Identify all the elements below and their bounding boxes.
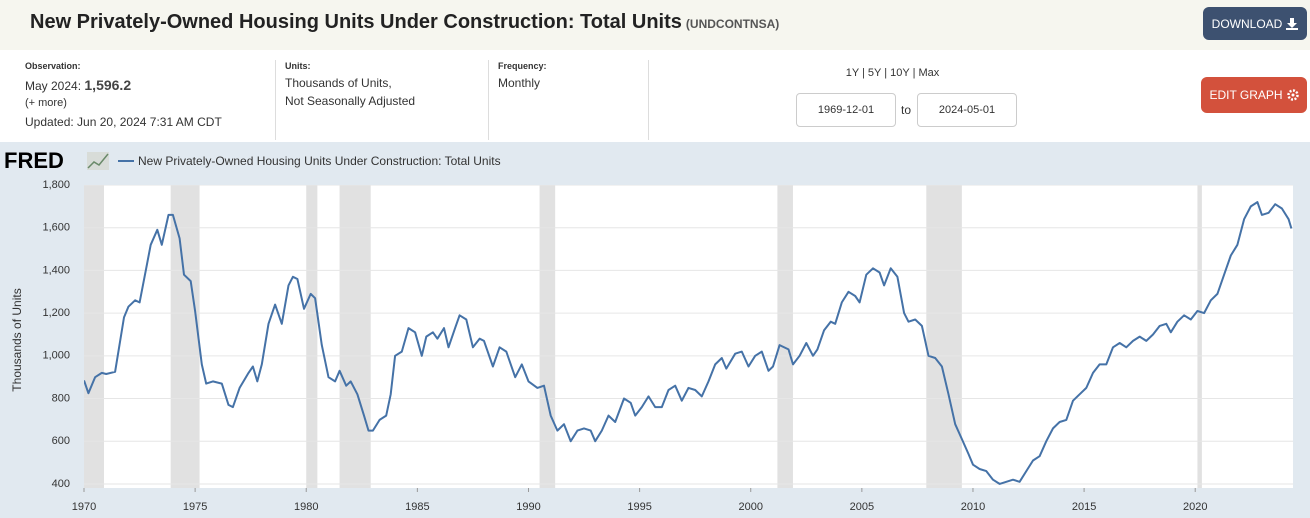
y-tick-label: 600 <box>52 435 70 447</box>
more-link[interactable]: (+ more) <box>25 97 67 109</box>
info-row: Observation: May 2024: 1,596.2 (+ more) … <box>0 50 1310 142</box>
gear-icon <box>1286 89 1299 101</box>
divider <box>488 60 489 140</box>
x-tick-label: 1990 <box>516 501 540 513</box>
x-tick-label: 1970 <box>72 501 96 513</box>
y-tick-label: 1,400 <box>42 264 70 276</box>
recession-band <box>170 185 200 488</box>
observation-value: 1,596.2 <box>84 77 132 93</box>
logo-icon <box>87 152 109 170</box>
divider <box>648 60 649 140</box>
observation-label: Observation: <box>25 61 81 71</box>
download-button[interactable]: DOWNLOAD <box>1203 7 1307 40</box>
series-id: (UNDCONTNSA) <box>685 17 780 31</box>
frequency: Monthly <box>498 76 541 90</box>
observation-date: May 2024: <box>25 79 82 93</box>
y-tick-label: 400 <box>52 478 70 490</box>
y-axis-label: Thousands of Units <box>10 288 24 391</box>
units-line: Not Seasonally Adjusted <box>285 94 416 108</box>
chart: FRED New Privately-Owned Housing Units U… <box>0 142 1310 518</box>
fred-logo: FRED <box>4 148 64 173</box>
title-bar: New Privately-Owned Housing Units Under … <box>0 0 1310 50</box>
edit-graph-button[interactable]: EDIT GRAPH <box>1201 77 1307 113</box>
frequency-label: Frequency: <box>498 61 547 71</box>
y-tick-label: 1,600 <box>42 222 70 234</box>
x-tick-label: 2005 <box>850 501 874 513</box>
recession-band <box>84 185 105 488</box>
x-tick-label: 1985 <box>405 501 429 513</box>
legend-label: New Privately-Owned Housing Units Under … <box>138 154 501 168</box>
recession-band <box>339 185 371 488</box>
recession-band <box>306 185 318 488</box>
to-label: to <box>901 103 912 117</box>
units-label: Units: <box>285 61 311 71</box>
x-tick-label: 1995 <box>627 501 651 513</box>
x-tick-label: 2000 <box>738 501 762 513</box>
series-title: New Privately-Owned Housing Units Under … <box>30 11 779 34</box>
y-tick-label: 1,800 <box>42 179 70 191</box>
recession-band <box>539 185 556 488</box>
recession-band <box>777 185 793 488</box>
download-icon <box>1286 17 1299 30</box>
x-tick-label: 2010 <box>961 501 985 513</box>
title-text: New Privately-Owned Housing Units Under … <box>30 11 682 33</box>
units-line: Thousands of Units, <box>285 76 392 90</box>
y-tick-label: 1,000 <box>42 350 70 362</box>
x-tick-label: 2015 <box>1072 501 1096 513</box>
x-tick-label: 1980 <box>294 501 318 513</box>
updated: Updated: Jun 20, 2024 7:31 AM CDT <box>25 115 222 129</box>
edit-label: EDIT GRAPH <box>1209 88 1283 102</box>
plot-layer <box>84 185 1293 488</box>
series-line <box>84 201 1293 485</box>
x-tick-label: 2020 <box>1183 501 1207 513</box>
download-label: DOWNLOAD <box>1211 16 1283 31</box>
start-date[interactable]: 1969-12-01 <box>796 93 896 127</box>
end-date[interactable]: 2024-05-01 <box>917 93 1017 127</box>
y-tick-label: 1,200 <box>42 307 70 319</box>
plot-area <box>84 185 1293 488</box>
y-tick-label: 800 <box>52 392 70 404</box>
recession-band <box>1197 185 1202 488</box>
recession-band <box>926 185 962 488</box>
divider <box>275 60 276 140</box>
x-tick-label: 1975 <box>183 501 207 513</box>
range-links[interactable]: 1Y | 5Y | 10Y | Max <box>845 67 940 79</box>
